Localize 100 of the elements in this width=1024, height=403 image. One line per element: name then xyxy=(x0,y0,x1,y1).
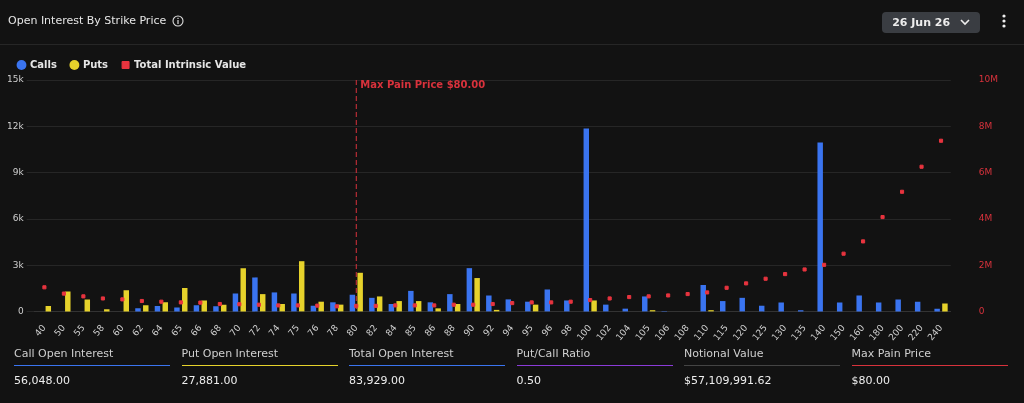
text: Call Open Interest xyxy=(14,347,170,366)
x-tick-label: 180 xyxy=(867,322,887,343)
bar xyxy=(240,268,246,312)
x-tick-label: 100 xyxy=(574,322,594,343)
point xyxy=(802,267,807,272)
y2-tick-label: 4M xyxy=(978,213,993,224)
point xyxy=(315,303,320,308)
point xyxy=(198,300,203,305)
y-tick-label: 0 xyxy=(17,306,24,317)
bar xyxy=(525,301,531,312)
point xyxy=(451,302,456,307)
point xyxy=(490,301,495,307)
point xyxy=(471,302,476,307)
bar xyxy=(65,291,71,312)
x-tick-label: 92 xyxy=(481,322,497,338)
bar xyxy=(408,290,414,312)
bar xyxy=(291,293,297,312)
x-tick-label: 78 xyxy=(325,322,341,338)
point xyxy=(61,291,66,296)
y2-tick-label: 0 xyxy=(978,306,985,317)
point xyxy=(120,297,125,302)
x-tick-label: 110 xyxy=(691,322,711,343)
text: Put/Call Ratio xyxy=(516,347,673,366)
point xyxy=(783,272,788,277)
point xyxy=(529,300,534,305)
point xyxy=(880,215,885,220)
point xyxy=(256,302,261,307)
text: $57,109,991.62 xyxy=(684,374,773,387)
point xyxy=(276,303,281,308)
text: Notional Value xyxy=(684,347,840,366)
x-tick-label: 62 xyxy=(130,322,146,338)
y-tick-label: 12k xyxy=(6,120,25,131)
text: 27,881.00 xyxy=(181,374,239,387)
x-tick-label: 50 xyxy=(52,322,68,338)
point xyxy=(938,138,944,143)
bar xyxy=(104,309,110,312)
legend-label: Puts xyxy=(82,58,109,70)
x-tick-label: 160 xyxy=(847,322,867,343)
x-tick-label: 72 xyxy=(247,322,263,338)
x-tick-label: 96 xyxy=(539,322,555,338)
bar xyxy=(739,297,745,312)
bar xyxy=(603,304,609,312)
point xyxy=(139,298,144,304)
bar xyxy=(252,277,258,312)
point xyxy=(822,262,827,267)
x-tick-label: 125 xyxy=(750,322,769,343)
point xyxy=(627,295,632,300)
x-tick-label: 68 xyxy=(208,322,224,338)
bar xyxy=(396,301,402,312)
point xyxy=(685,291,690,297)
x-tick-label: 86 xyxy=(422,322,438,338)
point xyxy=(919,164,924,169)
bar xyxy=(213,306,219,312)
y-tick-label: 9k xyxy=(12,167,25,178)
point xyxy=(724,285,729,290)
bar xyxy=(895,299,901,312)
text: 56,048.00 xyxy=(14,374,71,387)
point xyxy=(588,298,593,303)
point xyxy=(510,301,515,306)
x-tick-label: 74 xyxy=(266,322,282,338)
point xyxy=(217,301,222,307)
x-tick-label: 150 xyxy=(828,322,848,343)
x-tick-label: 95 xyxy=(520,322,536,338)
point xyxy=(334,304,339,309)
x-tick-label: 58 xyxy=(91,322,107,338)
x-tick-label: 84 xyxy=(383,322,399,338)
point xyxy=(841,251,846,256)
point xyxy=(295,303,300,308)
text: Total Open Interest xyxy=(349,347,505,366)
point xyxy=(666,293,671,298)
point xyxy=(373,303,378,308)
x-tick-label: 65 xyxy=(169,322,185,338)
x-tick-label: 40 xyxy=(32,322,48,338)
text: $80.00 xyxy=(851,374,891,387)
x-tick-label: 55 xyxy=(71,322,87,338)
bar xyxy=(474,278,480,312)
bar xyxy=(583,128,590,312)
bar xyxy=(778,302,784,312)
point xyxy=(81,294,86,299)
point xyxy=(744,281,749,286)
text: Max Pain Price xyxy=(851,347,1008,366)
bar xyxy=(435,308,441,312)
x-tick-label: 76 xyxy=(305,322,321,338)
x-tick-label: 120 xyxy=(730,322,750,343)
bar xyxy=(84,299,91,312)
x-tick-label: 140 xyxy=(808,322,828,343)
point xyxy=(412,303,417,308)
point xyxy=(159,299,164,304)
x-tick-label: 98 xyxy=(559,322,575,338)
bar xyxy=(135,308,141,312)
text: 83,929.00 xyxy=(349,374,406,387)
chart-title: Open Interest By Strike Price xyxy=(8,14,168,27)
y2-tick-label: 2M xyxy=(978,259,993,270)
text: Put Open Interest xyxy=(181,347,338,366)
x-tick-label: 108 xyxy=(672,322,692,343)
x-tick-label: 88 xyxy=(442,322,458,338)
point xyxy=(178,300,183,305)
x-tick-label: 75 xyxy=(286,322,302,338)
bar xyxy=(447,294,453,312)
x-tick-label: 70 xyxy=(227,322,243,338)
